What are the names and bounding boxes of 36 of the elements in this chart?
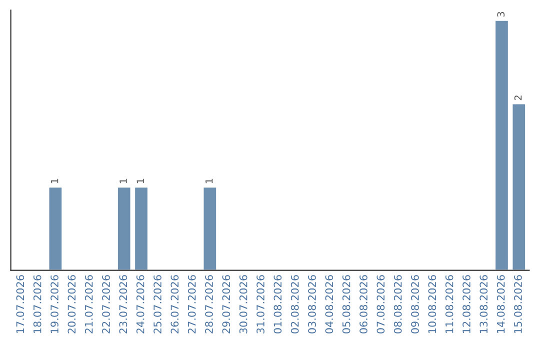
x-tick-label: 26.07.2026 bbox=[170, 275, 179, 334]
x-tick-label: 13.08.2026 bbox=[480, 275, 488, 333]
x-tick-label: 04.08.2026 bbox=[325, 275, 334, 334]
x-tick-label: 30.07.2026 bbox=[239, 275, 248, 334]
data-label: 1 bbox=[120, 178, 127, 184]
data-label: 1 bbox=[136, 178, 144, 184]
x-tick-label: 03.08.2026 bbox=[308, 275, 316, 334]
x-tick-label: 15.08.2026 bbox=[514, 275, 522, 333]
x-tick-label: 25.07.2026 bbox=[154, 275, 162, 334]
x-tick-label: 05.08.2026 bbox=[342, 275, 350, 334]
data-label: 1 bbox=[51, 178, 58, 184]
x-tick-label: 29.07.2026 bbox=[222, 275, 230, 334]
data-label: 1 bbox=[206, 178, 213, 184]
x-tick-label: 17.07.2026 bbox=[16, 275, 24, 333]
x-tick-label: 27.07.2026 bbox=[188, 275, 196, 334]
x-tick-label: 14.08.2026 bbox=[496, 275, 505, 333]
x-tick-label: 18.07.2026 bbox=[33, 275, 42, 333]
x-tick-label: 07.08.2026 bbox=[376, 275, 385, 334]
x-tick-label: 08.08.2026 bbox=[394, 275, 402, 334]
x-tick-label: 21.07.2026 bbox=[84, 275, 93, 334]
x-tick-label: 10.08.2026 bbox=[428, 275, 436, 333]
x-tick-label: 01.08.2026 bbox=[274, 275, 282, 334]
x-tick-label: 09.08.2026 bbox=[411, 275, 419, 334]
x-tick-label: 19.07.2026 bbox=[50, 275, 58, 333]
x-tick-label: 06.08.2026 bbox=[360, 275, 368, 334]
x-tick-label: 11.08.2026 bbox=[445, 275, 454, 333]
x-tick-label: 02.08.2026 bbox=[290, 275, 299, 334]
data-label: 2 bbox=[514, 96, 522, 100]
x-tick-label: 22.07.2026 bbox=[102, 275, 110, 334]
x-tick-label: 24.07.2026 bbox=[136, 275, 144, 334]
x-tick-label: 20.07.2026 bbox=[68, 275, 76, 334]
x-tick-label: 12.08.2026 bbox=[462, 275, 470, 333]
x-tick-label: 23.07.2026 bbox=[119, 275, 128, 334]
x-tick-label: 31.07.2026 bbox=[256, 275, 264, 334]
data-label: 3 bbox=[497, 12, 505, 17]
x-tick-label: 28.07.2026 bbox=[205, 275, 213, 334]
